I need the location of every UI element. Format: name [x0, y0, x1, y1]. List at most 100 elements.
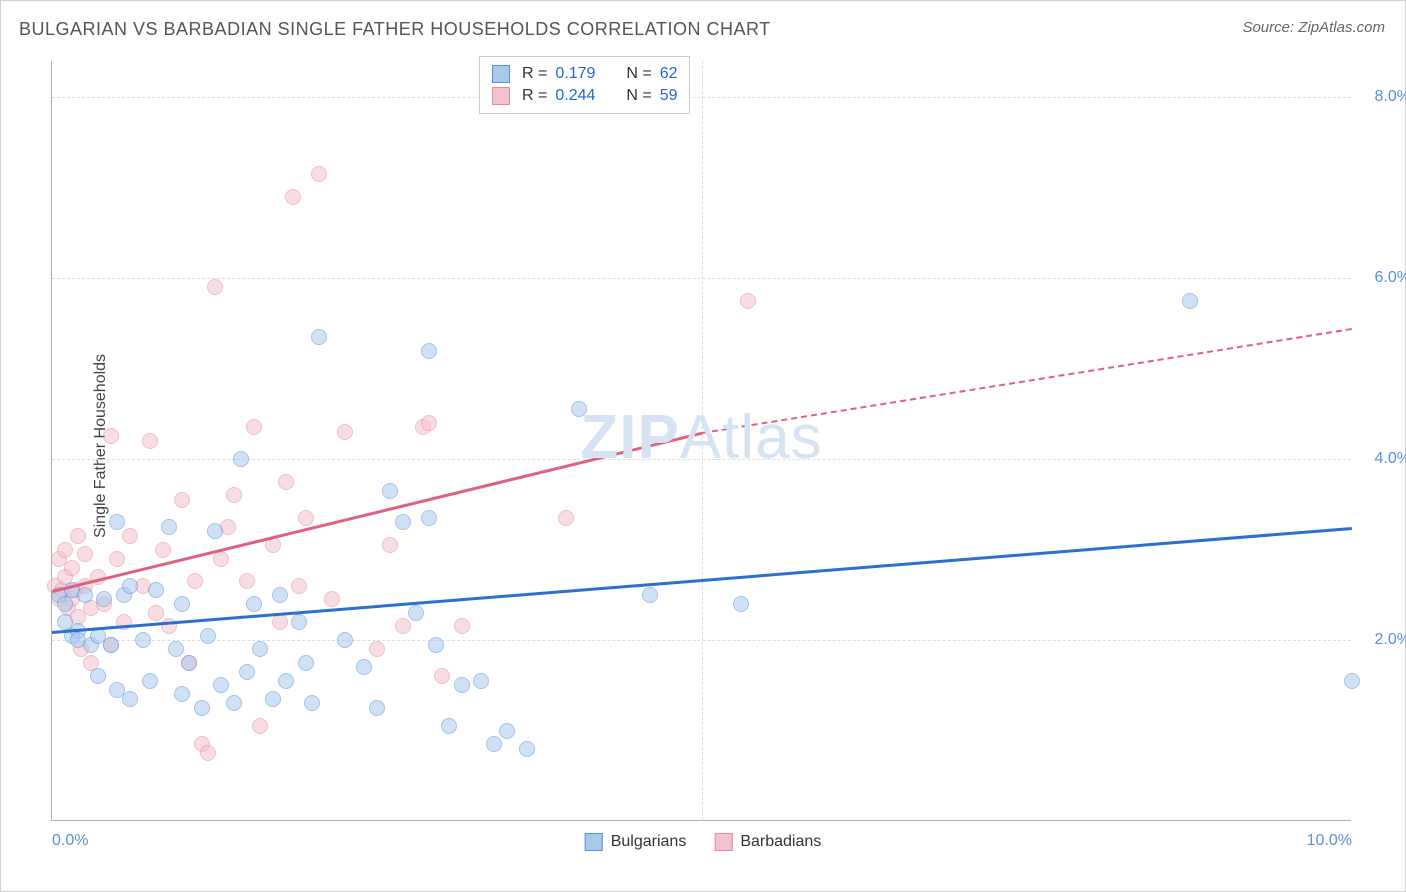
legend-label-1: Barbadians: [740, 833, 821, 851]
scatter-point: [135, 632, 151, 648]
scatter-point: [421, 343, 437, 359]
plot-area: ZIPAtlas 2.0%4.0%6.0%8.0%0.0%10.0%: [51, 61, 1351, 821]
scatter-point: [408, 605, 424, 621]
scatter-point: [77, 587, 93, 603]
scatter-point: [90, 668, 106, 684]
chart-title: BULGARIAN VS BARBADIAN SINGLE FATHER HOU…: [19, 19, 771, 40]
scatter-point: [155, 542, 171, 558]
scatter-point: [337, 424, 353, 440]
scatter-point: [122, 578, 138, 594]
scatter-point: [291, 614, 307, 630]
scatter-point: [285, 189, 301, 205]
scatter-point: [311, 329, 327, 345]
legend-item-0: Bulgarians: [585, 833, 687, 851]
scatter-point: [161, 519, 177, 535]
scatter-point: [200, 745, 216, 761]
scatter-point: [70, 528, 86, 544]
scatter-point: [298, 655, 314, 671]
legend-series: Bulgarians Barbadians: [585, 833, 822, 851]
scatter-point: [428, 637, 444, 653]
scatter-point: [382, 537, 398, 553]
scatter-point: [109, 514, 125, 530]
scatter-point: [187, 573, 203, 589]
n-value-1: 59: [660, 87, 678, 105]
legend-item-1: Barbadians: [714, 833, 821, 851]
scatter-point: [337, 632, 353, 648]
scatter-point: [174, 492, 190, 508]
scatter-point: [226, 695, 242, 711]
gridline-v: [702, 61, 703, 820]
ytick-label: 6.0%: [1375, 269, 1406, 287]
scatter-point: [246, 596, 262, 612]
scatter-point: [122, 528, 138, 544]
scatter-point: [181, 655, 197, 671]
scatter-point: [200, 628, 216, 644]
scatter-point: [740, 293, 756, 309]
scatter-point: [1182, 293, 1198, 309]
scatter-point: [239, 664, 255, 680]
scatter-point: [103, 637, 119, 653]
scatter-point: [369, 641, 385, 657]
n-label: N =: [626, 65, 651, 83]
scatter-point: [291, 578, 307, 594]
xtick-label-min: 0.0%: [52, 832, 88, 850]
scatter-point: [233, 451, 249, 467]
scatter-point: [454, 618, 470, 634]
swatch-icon: [714, 833, 732, 851]
legend-stats-row: R = 0.244 N = 59: [492, 85, 677, 107]
r-value-0: 0.179: [555, 65, 610, 83]
legend-label-0: Bulgarians: [611, 833, 687, 851]
scatter-point: [519, 741, 535, 757]
scatter-point: [278, 673, 294, 689]
scatter-point: [213, 551, 229, 567]
scatter-point: [77, 546, 93, 562]
scatter-point: [272, 614, 288, 630]
scatter-point: [642, 587, 658, 603]
scatter-point: [272, 587, 288, 603]
correlation-chart: BULGARIAN VS BARBADIAN SINGLE FATHER HOU…: [0, 0, 1406, 892]
swatch-icon: [585, 833, 603, 851]
n-label: N =: [626, 87, 651, 105]
scatter-point: [454, 677, 470, 693]
scatter-point: [239, 573, 255, 589]
scatter-point: [324, 591, 340, 607]
scatter-point: [194, 700, 210, 716]
scatter-point: [252, 718, 268, 734]
scatter-point: [148, 582, 164, 598]
xtick-label-max: 10.0%: [1307, 832, 1352, 850]
scatter-point: [174, 686, 190, 702]
ytick-label: 2.0%: [1375, 631, 1406, 649]
scatter-point: [298, 510, 314, 526]
scatter-point: [142, 673, 158, 689]
scatter-point: [395, 514, 411, 530]
scatter-point: [304, 695, 320, 711]
trendline: [702, 328, 1352, 434]
scatter-point: [278, 474, 294, 490]
swatch-series-1: [492, 87, 510, 105]
scatter-point: [421, 510, 437, 526]
scatter-point: [207, 523, 223, 539]
scatter-point: [395, 618, 411, 634]
scatter-point: [148, 605, 164, 621]
swatch-series-0: [492, 65, 510, 83]
scatter-point: [499, 723, 515, 739]
scatter-point: [96, 591, 112, 607]
scatter-point: [473, 673, 489, 689]
scatter-point: [421, 415, 437, 431]
scatter-point: [103, 428, 119, 444]
r-label: R =: [522, 65, 547, 83]
scatter-point: [246, 419, 262, 435]
scatter-point: [142, 433, 158, 449]
scatter-point: [311, 166, 327, 182]
scatter-point: [252, 641, 268, 657]
scatter-point: [369, 700, 385, 716]
scatter-point: [265, 691, 281, 707]
scatter-point: [571, 401, 587, 417]
r-label: R =: [522, 87, 547, 105]
source-attribution: Source: ZipAtlas.com: [1242, 19, 1385, 36]
legend-stats-row: R = 0.179 N = 62: [492, 63, 677, 85]
scatter-point: [441, 718, 457, 734]
scatter-point: [64, 560, 80, 576]
ytick-label: 8.0%: [1375, 88, 1406, 106]
scatter-point: [109, 551, 125, 567]
